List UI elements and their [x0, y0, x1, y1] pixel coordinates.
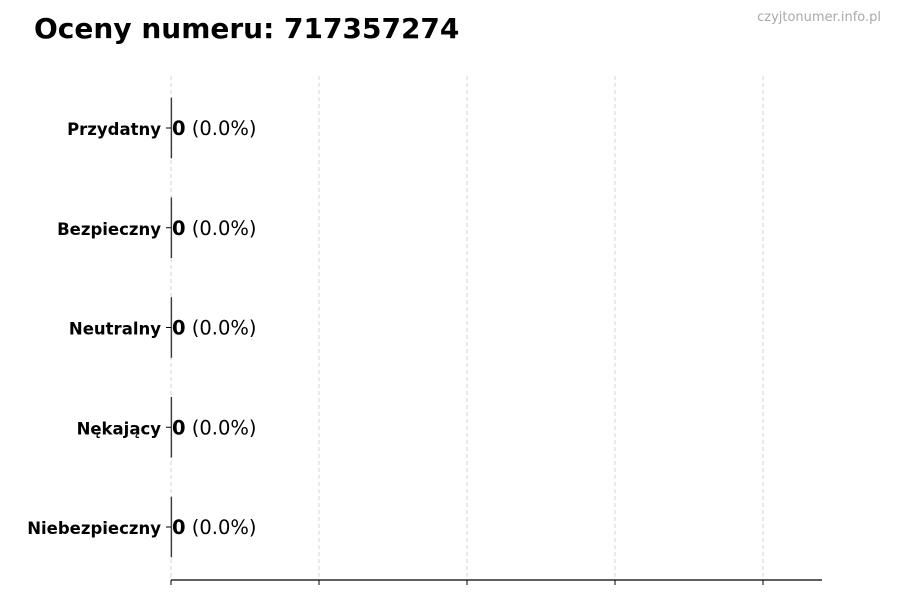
- data-label: 0 (0.0%): [172, 317, 257, 340]
- data-label: 0 (0.0%): [172, 117, 257, 140]
- data-label-count: 0: [172, 217, 186, 240]
- data-label: 0 (0.0%): [172, 416, 257, 439]
- data-label: 0 (0.0%): [172, 217, 257, 240]
- chart-title: Oceny numeru: 717357274: [34, 12, 460, 45]
- y-tick-label: Nękający: [77, 419, 162, 438]
- y-tick-label: Przydatny: [67, 120, 161, 139]
- data-label-count: 0: [172, 416, 186, 439]
- y-tick-label: Niebezpieczny: [27, 519, 161, 538]
- data-label-count: 0: [172, 317, 186, 340]
- y-tick-label: Bezpieczny: [57, 220, 161, 239]
- data-label: 0 (0.0%): [172, 516, 257, 539]
- data-label-percent: (0.0%): [186, 317, 257, 340]
- data-label-count: 0: [172, 117, 186, 140]
- data-label-percent: (0.0%): [186, 217, 257, 240]
- data-label-percent: (0.0%): [186, 416, 257, 439]
- watermark: czyjtonumer.info.pl: [757, 10, 881, 25]
- y-tick-label: Neutralny: [69, 320, 161, 339]
- data-label-count: 0: [172, 516, 186, 539]
- data-label-percent: (0.0%): [186, 117, 257, 140]
- data-label-percent: (0.0%): [186, 516, 257, 539]
